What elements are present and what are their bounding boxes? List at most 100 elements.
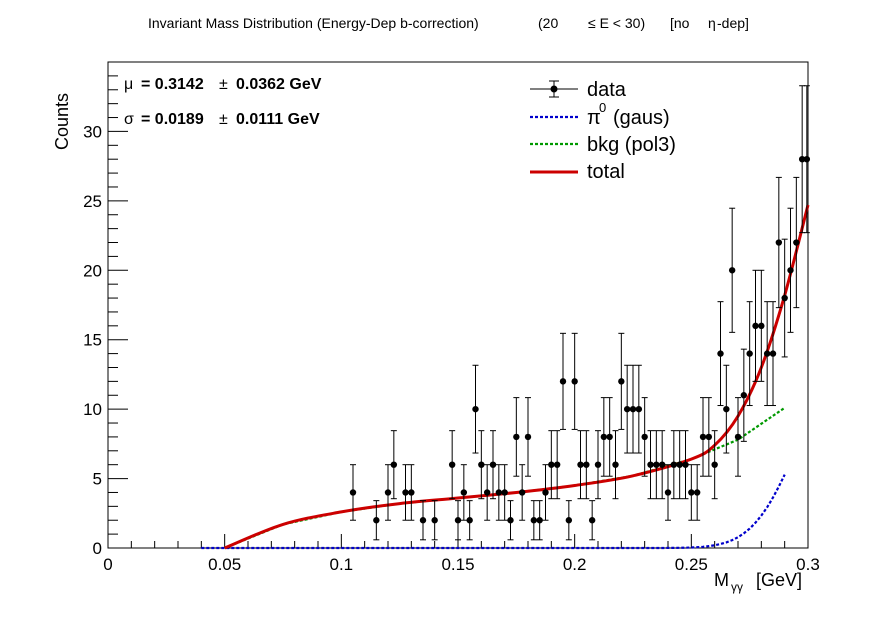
- data-point: [798, 156, 806, 163]
- x-tick-labels: 0 0.05 0.1 0.15 0.2 0.25 0.3: [103, 555, 820, 574]
- y-tick-labels: 0 5 10 15 20 25 30: [83, 122, 102, 558]
- data-point: [664, 489, 672, 496]
- data-point: [571, 378, 578, 385]
- data-point: [653, 461, 660, 468]
- data-point: [676, 461, 683, 468]
- x-tick-label: 0: [103, 555, 112, 574]
- legend-total-label: total: [587, 161, 625, 183]
- data-point: [793, 239, 800, 246]
- data-point: [682, 461, 689, 468]
- data-point: [588, 517, 596, 524]
- data-point: [623, 405, 631, 413]
- x-tick-label: 0.15: [441, 555, 474, 574]
- data-point: [489, 461, 497, 468]
- data-point: [518, 489, 526, 496]
- data-point: [758, 322, 765, 330]
- stat-mu-pm: ±: [219, 76, 228, 93]
- stat-sigma-pm: ±: [219, 111, 228, 128]
- data-point: [746, 350, 753, 357]
- data-point: [472, 405, 479, 413]
- x-tick-label: 0.3: [796, 555, 820, 574]
- data-point: [688, 489, 695, 496]
- data-point: [553, 461, 561, 468]
- legend: data π 0 (gaus) bkg (pol3) total: [530, 79, 676, 183]
- data-point: [629, 405, 637, 413]
- x-tick-label: 0.25: [675, 555, 708, 574]
- data-point: [787, 267, 794, 274]
- data-point: [548, 461, 555, 468]
- data-points: [349, 85, 811, 541]
- data-point: [693, 489, 701, 496]
- x-tick-label: 0.05: [208, 555, 241, 574]
- stat-mu-err: 0.0362 GeV: [236, 76, 322, 93]
- data-point: [775, 239, 783, 246]
- stat-mu-symbol: μ: [124, 76, 133, 93]
- data-point: [373, 517, 380, 524]
- y-tick-label: 0: [93, 539, 102, 558]
- y-axis-label: Counts: [52, 93, 72, 150]
- title-range-open: (20: [538, 15, 558, 31]
- title-note-close: -dep]: [717, 15, 749, 31]
- data-point: [711, 461, 718, 468]
- data-point: [583, 461, 590, 468]
- data-point: [419, 517, 427, 524]
- y-tick-label: 5: [93, 470, 102, 489]
- x-tick-label: 0.2: [563, 555, 587, 574]
- data-point: [763, 350, 771, 357]
- data-point: [734, 433, 742, 441]
- data-point: [565, 517, 573, 524]
- legend-signal-sup: 0: [599, 100, 606, 115]
- data-point: [752, 322, 759, 330]
- data-point: [600, 433, 608, 441]
- data-point: [408, 489, 415, 496]
- data-point: [507, 517, 514, 524]
- data-point: [612, 461, 619, 468]
- data-point: [641, 433, 648, 441]
- stat-sigma-value: = 0.0189: [141, 111, 204, 128]
- x-axis-label-base: M: [714, 570, 729, 590]
- stat-sigma-symbol: σ: [124, 111, 134, 128]
- data-point: [723, 405, 730, 413]
- legend-bkg-label: bkg (pol3): [587, 134, 676, 156]
- data-point: [618, 378, 625, 385]
- data-point: [577, 461, 584, 468]
- data-point: [384, 489, 392, 496]
- data-point: [803, 156, 811, 163]
- data-point: [594, 461, 602, 468]
- data-point: [559, 378, 567, 385]
- data-point: [705, 433, 713, 441]
- data-point: [349, 489, 357, 496]
- data-point: [390, 461, 398, 468]
- title-note-open: [no: [670, 15, 690, 31]
- data-point: [699, 433, 707, 441]
- title-range-le: ≤ E < 30): [588, 15, 645, 31]
- legend-signal-label: (gaus): [613, 107, 670, 129]
- signal-fit-line: [201, 474, 786, 550]
- y-tick-label: 10: [83, 400, 102, 419]
- data-point: [483, 489, 491, 496]
- data-point: [448, 461, 456, 468]
- legend-data-label: data: [587, 79, 627, 101]
- title-eta: η: [708, 15, 716, 31]
- data-point: [606, 433, 613, 441]
- data-point: [536, 517, 543, 524]
- legend-signal-symbol: π: [587, 107, 601, 129]
- x-axis-label-unit: [GeV]: [756, 570, 802, 590]
- stat-mu-value: = 0.3142: [141, 76, 204, 93]
- data-point: [530, 517, 538, 524]
- y-tick-label: 15: [83, 331, 102, 350]
- data-point: [466, 517, 473, 524]
- data-point: [728, 267, 736, 274]
- data-point: [524, 433, 532, 441]
- stat-sigma-err: 0.0111 GeV: [236, 111, 320, 128]
- data-point: [402, 489, 409, 496]
- data-point: [670, 461, 678, 468]
- data-point: [501, 489, 508, 496]
- data-point: [781, 294, 788, 302]
- data-point: [513, 433, 520, 441]
- data-point: [542, 489, 549, 496]
- data-point: [478, 461, 485, 468]
- data-point: [658, 461, 666, 468]
- y-tick-label: 20: [83, 261, 102, 280]
